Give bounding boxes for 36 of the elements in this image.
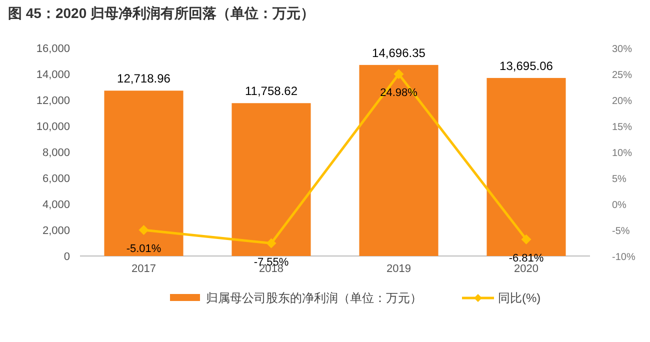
y-tick-label: 10,000: [36, 121, 70, 133]
y-tick-label: 0: [64, 251, 70, 263]
x-tick-label: 2018: [259, 263, 284, 275]
y-tick-label: 2,000: [42, 225, 70, 237]
legend-label: 同比(%): [498, 291, 541, 305]
y2-tick-label: 0%: [612, 200, 627, 211]
y-tick-label: 16,000: [36, 43, 70, 55]
point: [266, 238, 276, 248]
x-tick-label: 2019: [386, 263, 411, 275]
point: [394, 69, 404, 80]
y-tick-label: 12,000: [36, 95, 70, 107]
data-label: 13,695.06: [500, 58, 554, 73]
data-label: -6.81%: [508, 252, 544, 264]
y-tick-label: 14,000: [36, 69, 70, 81]
chart-title: 图 45：2020 归母净利润有所回落（单位：万元）: [8, 5, 314, 21]
y2-tick-label: -5%: [612, 226, 630, 237]
y2-tick-label: 15%: [612, 122, 632, 133]
y2-tick-label: 10%: [612, 148, 632, 159]
legend-label: 归属母公司股东的净利润（单位：万元）: [206, 291, 422, 305]
point: [138, 225, 149, 236]
y2-tick-label: 25%: [612, 70, 632, 81]
data-label: 12,718.96: [117, 72, 171, 86]
y2-tick-label: 30%: [612, 44, 632, 55]
x-tick-label: 2017: [132, 263, 156, 275]
data-label: -5.01%: [126, 243, 162, 256]
y2-tick-label: 20%: [612, 96, 632, 107]
data-label: 14,696.35: [372, 46, 426, 60]
y-tick-label: 8,000: [42, 147, 70, 159]
y-tick-label: 4,000: [42, 199, 70, 211]
data-label: 24.98%: [380, 87, 418, 100]
y2-tick-label: -10%: [612, 252, 636, 263]
data-label: 11,758.62: [245, 84, 298, 98]
point: [521, 234, 532, 244]
y2-tick-label: 5%: [612, 174, 627, 185]
x-tick-label: 2020: [514, 263, 538, 275]
y-tick-label: 6,000: [42, 173, 70, 185]
